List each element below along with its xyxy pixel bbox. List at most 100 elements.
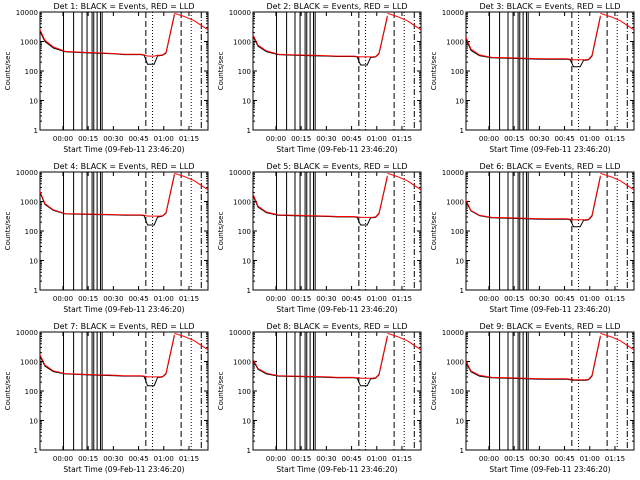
y-tick-label: 1 (247, 287, 251, 295)
y-tick-label: 1 (34, 127, 38, 135)
x-axis-label: Start Time (09-Feb-11 23:46:20) (489, 145, 610, 154)
detector-panel-6: Det 6: BLACK = Events, RED = LLD 1 10 100 10… (430, 162, 635, 314)
y-axis-label: Counts/sec (4, 52, 12, 91)
x-tick-label: 00:30 (316, 135, 336, 143)
y-tick-label: 10000 (442, 329, 464, 337)
x-tick-label: 00:15 (78, 455, 98, 463)
x-tick-label: 00:00 (266, 295, 286, 303)
x-tick-label: 00:00 (479, 455, 499, 463)
plot-frame (252, 331, 422, 451)
x-tick-label: 00:45 (128, 135, 148, 143)
plot-frame (465, 171, 635, 291)
x-tick-label: 00:15 (291, 295, 311, 303)
y-tick-label: 100 (25, 68, 38, 76)
y-tick-label: 1 (460, 287, 464, 295)
y-tick-label: 1 (34, 287, 38, 295)
y-tick-label: 10 (242, 418, 251, 426)
x-tick-label: 00:45 (128, 295, 148, 303)
y-axis-label: Counts/sec (4, 212, 12, 251)
y-axis-label: Counts/sec (217, 372, 225, 411)
series-lld-tail-line (174, 332, 209, 351)
y-tick-label: 1000 (233, 39, 251, 47)
y-tick-label: 10000 (16, 9, 38, 17)
x-tick-label: 01:00 (580, 295, 600, 303)
plot-frame (39, 11, 209, 131)
y-tick-label: 10000 (229, 169, 251, 177)
y-tick-label: 10 (455, 418, 464, 426)
series-events-line (39, 174, 175, 226)
x-tick-label: 00:15 (504, 295, 524, 303)
y-tick-label: 100 (451, 388, 464, 396)
plot-frame (39, 331, 209, 451)
series-lld-line (465, 175, 601, 221)
series-lld-tail-line (174, 172, 209, 191)
y-tick-label: 1000 (233, 199, 251, 207)
y-tick-label: 100 (451, 228, 464, 236)
panel-title: Det 7: BLACK = Events, RED = LLD (54, 322, 195, 331)
x-tick-label: 00:00 (479, 135, 499, 143)
x-tick-label: 00:45 (341, 455, 361, 463)
x-tick-label: 01:15 (179, 135, 199, 143)
y-tick-label: 1000 (446, 359, 464, 367)
y-tick-label: 10 (242, 258, 251, 266)
x-tick-label: 00:15 (78, 135, 98, 143)
detector-panel-1: Det 1: BLACK = Events, RED = LLD 1 10 100 10… (4, 2, 209, 154)
x-tick-label: 00:00 (479, 295, 499, 303)
series-lld-line (39, 334, 175, 378)
x-tick-label: 00:30 (529, 135, 549, 143)
x-axis-label: Start Time (09-Feb-11 23:46:20) (276, 145, 397, 154)
x-tick-label: 01:15 (605, 455, 625, 463)
y-tick-label: 10000 (229, 329, 251, 337)
x-tick-label: 00:30 (316, 455, 336, 463)
plot-frame (252, 171, 422, 291)
x-tick-label: 01:00 (367, 295, 387, 303)
panel-title: Det 8: BLACK = Events, RED = LLD (267, 322, 408, 331)
panel-title: Det 3: BLACK = Events, RED = LLD (480, 2, 621, 11)
x-axis-label: Start Time (09-Feb-11 23:46:20) (276, 305, 397, 314)
x-axis-label: Start Time (09-Feb-11 23:46:20) (63, 145, 184, 154)
x-tick-label: 01:15 (605, 295, 625, 303)
x-tick-label: 00:15 (504, 135, 524, 143)
x-tick-label: 00:15 (504, 455, 524, 463)
x-tick-label: 00:30 (103, 295, 123, 303)
y-tick-label: 10 (455, 98, 464, 106)
y-tick-label: 100 (25, 388, 38, 396)
series-lld-tail-line (600, 332, 635, 351)
x-tick-label: 00:45 (554, 455, 574, 463)
detector-panel-3: Det 3: BLACK = Events, RED = LLD 1 10 100 10… (430, 2, 635, 154)
y-tick-label: 1 (34, 447, 38, 455)
x-tick-label: 01:00 (154, 135, 174, 143)
series-events-line (39, 335, 175, 387)
x-tick-label: 01:15 (392, 295, 412, 303)
y-tick-label: 100 (25, 228, 38, 236)
detector-panel-7: Det 7: BLACK = Events, RED = LLD 1 10 100 10… (4, 322, 209, 474)
x-tick-label: 01:00 (154, 455, 174, 463)
x-tick-label: 00:15 (78, 295, 98, 303)
x-tick-label: 01:15 (605, 135, 625, 143)
x-tick-label: 00:00 (266, 135, 286, 143)
x-tick-label: 01:00 (154, 295, 174, 303)
y-tick-label: 10 (29, 98, 38, 106)
y-tick-label: 1 (247, 127, 251, 135)
y-tick-label: 10 (455, 258, 464, 266)
panel-title: Det 4: BLACK = Events, RED = LLD (54, 162, 195, 171)
series-lld-tail-line (600, 12, 635, 31)
series-events-line (465, 16, 601, 68)
x-tick-label: 00:30 (103, 135, 123, 143)
x-tick-label: 00:45 (341, 135, 361, 143)
x-tick-label: 01:00 (367, 455, 387, 463)
y-tick-label: 1000 (20, 359, 38, 367)
series-events-line (252, 16, 388, 66)
panel-title: Det 6: BLACK = Events, RED = LLD (480, 162, 621, 171)
series-events-line (465, 176, 601, 228)
y-tick-label: 10 (29, 418, 38, 426)
series-lld-line (39, 173, 175, 217)
x-tick-label: 01:15 (392, 135, 412, 143)
y-tick-label: 10000 (442, 9, 464, 17)
plot-frame (465, 331, 635, 451)
y-tick-label: 100 (238, 388, 251, 396)
detector-panel-2: Det 2: BLACK = Events, RED = LLD 1 10 100 10… (217, 2, 422, 154)
x-tick-label: 00:45 (554, 135, 574, 143)
plot-frame (252, 11, 422, 131)
